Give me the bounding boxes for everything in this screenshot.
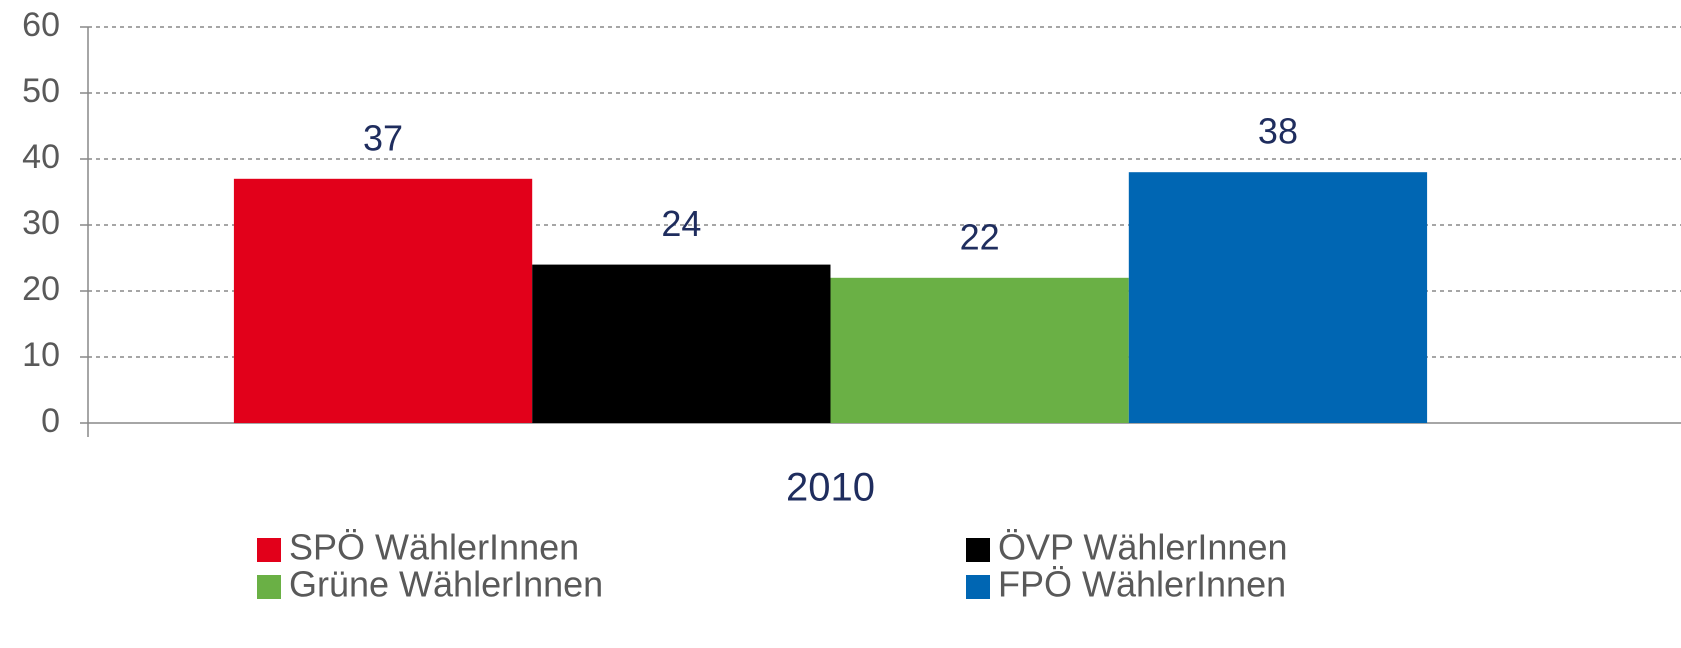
bar [830, 277, 1129, 423]
data-label: 37 [363, 117, 403, 158]
bar [233, 178, 533, 423]
data-label: 38 [1258, 111, 1298, 152]
y-tick-label: 30 [22, 204, 60, 242]
bar [532, 264, 831, 423]
y-tick-label: 40 [22, 138, 60, 176]
legend-swatch [966, 538, 990, 562]
data-label: 22 [960, 216, 1000, 257]
y-tick-label: 10 [22, 336, 60, 374]
y-tick-label: 50 [22, 72, 60, 110]
x-tick-label: 2010 [786, 466, 875, 510]
legend-swatch [257, 575, 281, 599]
legend-swatch [966, 575, 990, 599]
y-tick-label: 20 [22, 270, 60, 308]
legend-label: FPÖ WählerInnen [998, 564, 1286, 605]
legend-label: ÖVP WählerInnen [998, 527, 1288, 568]
legend-swatch [257, 538, 281, 562]
bar [1128, 172, 1428, 423]
y-tick-label: 0 [41, 402, 60, 440]
legend-label: SPÖ WählerInnen [289, 527, 579, 568]
data-label: 24 [661, 203, 701, 244]
legend-label: Grüne WählerInnen [289, 564, 603, 605]
y-tick-label: 60 [22, 6, 60, 44]
